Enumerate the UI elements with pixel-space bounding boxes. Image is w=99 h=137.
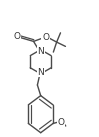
Text: O: O	[57, 118, 64, 126]
Text: N: N	[37, 68, 44, 77]
Text: O: O	[13, 32, 20, 41]
Text: N: N	[37, 47, 44, 56]
Text: O: O	[42, 33, 49, 42]
